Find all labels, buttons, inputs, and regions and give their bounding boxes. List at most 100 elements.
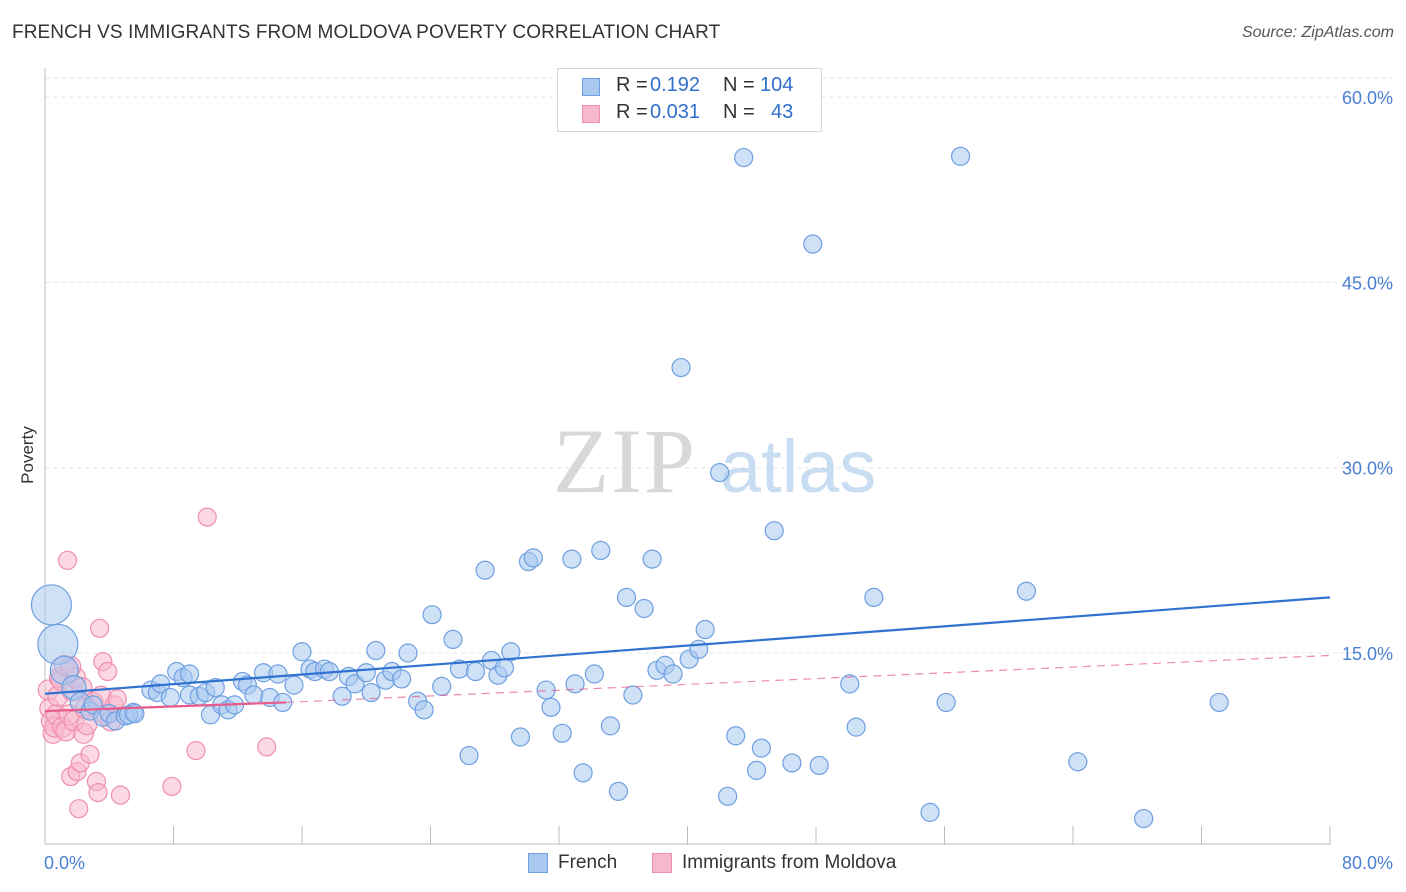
french-point: [443, 629, 463, 650]
legend-row-moldova: R = 0.031 N = 43: [558, 101, 821, 127]
french-point: [244, 685, 264, 705]
french-point: [718, 786, 738, 806]
french-point: [584, 664, 604, 684]
french-point: [1068, 752, 1088, 772]
french-point: [920, 802, 940, 822]
moldova-point: [90, 618, 110, 638]
bottom-legend-label-french: French: [558, 852, 618, 873]
french-point: [205, 677, 225, 698]
french-point: [751, 738, 771, 758]
french-point: [523, 548, 543, 568]
moldova-point: [110, 785, 131, 805]
french-point: [746, 760, 767, 780]
y-tick-label: 45.0%: [1342, 273, 1393, 293]
french-point: [30, 584, 73, 626]
y-tick-label: 30.0%: [1342, 459, 1393, 479]
moldova-point: [69, 799, 89, 819]
french-point: [361, 682, 381, 703]
french-point: [565, 674, 585, 694]
moldova-trend-line: [44, 701, 286, 713]
legend: R = 0.192 N = 104 R = 0.031 N = 43: [557, 68, 822, 132]
french-point: [465, 661, 486, 682]
gridlines: [45, 77, 1392, 654]
french-point: [591, 540, 611, 561]
legend-row-french: R = 0.192 N = 104: [558, 74, 821, 100]
moldova-trend-line-dashed: [285, 654, 1331, 704]
legend-n-label: N =: [723, 101, 755, 123]
french-point: [292, 642, 312, 662]
french-point: [422, 605, 442, 625]
french-point: [494, 658, 514, 678]
french-point: [414, 700, 434, 720]
bottom-legend-label-moldova: Immigrants from Moldova: [682, 852, 897, 873]
french-point: [332, 686, 352, 706]
french-point: [846, 717, 866, 737]
french-point: [475, 560, 495, 580]
french-point: [573, 763, 593, 783]
x-tick-label: 80.0%: [1342, 853, 1393, 873]
legend-r-label: R =: [616, 74, 648, 96]
french-point: [809, 755, 829, 776]
french-point: [864, 587, 884, 608]
french-point: [764, 521, 784, 541]
moldova-point: [197, 507, 217, 527]
x-tick-labels: 0.0% 80.0%: [44, 853, 1393, 873]
french-point: [356, 663, 376, 683]
bottom-legend-swatch-moldova: [652, 853, 672, 873]
chart-source: Source: ZipAtlas.com: [1241, 24, 1394, 41]
french-point: [160, 687, 180, 708]
french-point: [552, 723, 572, 743]
french-point: [950, 146, 971, 166]
french-point: [663, 664, 683, 684]
legend-swatch-french: [582, 78, 600, 96]
chart-title: FRENCH VS IMMIGRANTS FROM MOLDOVA POVERT…: [12, 22, 721, 43]
legend-r-label: R =: [616, 101, 648, 123]
legend-n-value: 43: [771, 101, 794, 123]
moldova-point: [162, 776, 182, 797]
moldova-point: [57, 550, 78, 570]
french-point: [726, 726, 746, 746]
legend-r-value: 0.031: [650, 101, 701, 123]
moldova-point: [98, 661, 118, 682]
french-point: [936, 692, 956, 713]
french-point: [616, 587, 637, 608]
legend-n-label: N =: [723, 74, 755, 96]
watermark: ZIP atlas: [553, 410, 876, 512]
watermark-zip: ZIP: [553, 410, 697, 512]
legend-swatch-moldova: [582, 105, 600, 123]
french-point: [695, 619, 715, 640]
y-axis-label: Poverty: [18, 426, 37, 484]
y-tick-label: 15.0%: [1342, 644, 1393, 664]
french-point: [284, 675, 304, 695]
watermark-atlas: atlas: [720, 425, 876, 508]
french-point: [510, 727, 531, 747]
french-point: [1209, 692, 1229, 713]
french-point: [608, 781, 629, 801]
legend-r-value: 0.192: [650, 74, 701, 96]
french-point: [541, 697, 561, 717]
french-point: [398, 643, 418, 663]
french-point: [803, 234, 823, 254]
y-tick-labels: 15.0% 30.0% 45.0% 60.0%: [1342, 88, 1393, 664]
french-point: [634, 598, 654, 619]
french-point: [734, 147, 754, 168]
french-point: [671, 357, 691, 378]
french-point: [710, 463, 730, 483]
bottom-legend-swatch-french: [528, 853, 548, 873]
french-point: [600, 716, 621, 736]
french-point: [268, 664, 288, 684]
french-point: [840, 674, 860, 694]
y-tick-label: 60.0%: [1342, 88, 1393, 108]
french-trend-line: [44, 596, 1331, 695]
moldova-point: [186, 741, 206, 761]
moldova-point: [80, 744, 100, 764]
french-point: [432, 676, 452, 696]
french-point: [642, 549, 662, 569]
french-point: [366, 640, 386, 661]
legend-n-value: 104: [760, 74, 794, 96]
french-point: [1016, 581, 1037, 601]
french-point: [782, 753, 802, 773]
french-point: [1134, 808, 1154, 829]
french-point: [623, 685, 643, 705]
